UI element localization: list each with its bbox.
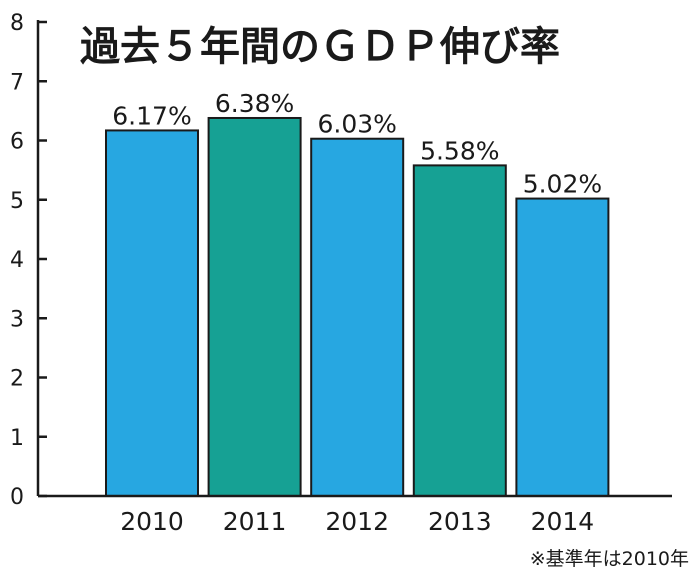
bar-2012: [310, 137, 405, 497]
chart-title: 過去５年間のＧＤＰ伸び率: [80, 24, 560, 70]
data-label: 6.38%: [215, 89, 294, 118]
y-tick-label: 3: [10, 307, 24, 332]
x-tick-label: 2013: [428, 507, 492, 536]
y-tick-label: 8: [10, 11, 24, 36]
y-tick-label: 1: [10, 426, 24, 451]
y-tick-label: 7: [10, 70, 24, 95]
y-tick-label: 2: [10, 367, 24, 392]
x-tick-label: 2014: [531, 507, 595, 536]
bar-2010: [105, 129, 199, 498]
bar-2011: [207, 116, 302, 498]
x-tick-label: 2010: [120, 507, 184, 536]
data-labels: 6.17% 6.38% 6.03% 5.58% 5.02%: [112, 89, 602, 199]
bars-layer: [105, 116, 610, 498]
data-label: 6.03%: [317, 110, 396, 139]
y-tick-label: 4: [10, 248, 24, 273]
data-label: 6.17%: [112, 101, 191, 130]
y-tick-label: 5: [10, 189, 24, 214]
data-label: 5.58%: [420, 136, 499, 165]
y-tick-label: 0: [10, 485, 24, 510]
footnote: ※基準年は2010年: [530, 548, 689, 570]
x-tick-labels: 2010 2011 2012 2013 2014: [120, 507, 594, 536]
y-ticks: 0 1 2 3 4 5 6 7 8: [10, 11, 47, 510]
data-label: 5.02%: [523, 170, 602, 199]
bar-2013: [412, 164, 507, 497]
bar-2014: [515, 197, 610, 497]
x-tick-label: 2011: [223, 507, 287, 536]
x-tick-label: 2012: [325, 507, 389, 536]
y-tick-label: 6: [10, 130, 24, 155]
